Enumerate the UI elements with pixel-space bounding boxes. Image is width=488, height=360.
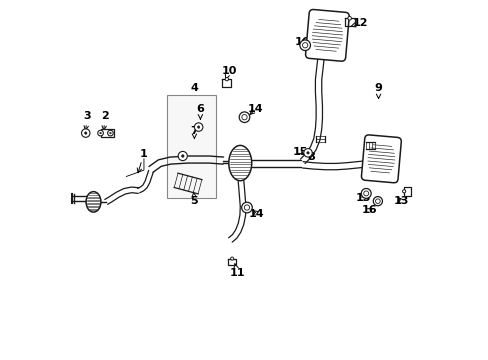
Circle shape: [241, 202, 252, 213]
Circle shape: [178, 152, 187, 161]
Circle shape: [81, 129, 90, 137]
Text: 16: 16: [294, 37, 310, 48]
Circle shape: [375, 199, 379, 203]
Text: 10: 10: [221, 66, 236, 80]
Text: 14: 14: [248, 208, 264, 219]
Text: 14: 14: [247, 104, 263, 114]
Circle shape: [239, 112, 249, 122]
Circle shape: [225, 77, 228, 81]
Ellipse shape: [86, 192, 101, 212]
Text: 13: 13: [393, 196, 408, 206]
Text: 15: 15: [292, 147, 307, 157]
Text: 9: 9: [374, 83, 382, 99]
Text: 3: 3: [83, 112, 91, 130]
Circle shape: [303, 149, 312, 157]
Circle shape: [302, 42, 307, 48]
Circle shape: [107, 130, 113, 136]
Circle shape: [194, 123, 203, 131]
Circle shape: [242, 114, 246, 120]
Circle shape: [109, 132, 111, 134]
Text: 15: 15: [355, 193, 371, 203]
Circle shape: [197, 126, 200, 129]
FancyBboxPatch shape: [361, 135, 401, 183]
Text: 7: 7: [190, 126, 198, 139]
Ellipse shape: [228, 145, 251, 181]
Text: 1: 1: [137, 149, 147, 173]
Circle shape: [100, 132, 101, 134]
Bar: [166, 95, 215, 198]
Circle shape: [84, 132, 87, 134]
Circle shape: [244, 205, 249, 210]
Circle shape: [402, 190, 405, 193]
Circle shape: [306, 152, 308, 154]
Circle shape: [230, 257, 233, 260]
Text: 4: 4: [190, 83, 198, 93]
Text: 5: 5: [190, 192, 198, 206]
Circle shape: [181, 155, 184, 157]
Text: 8: 8: [307, 152, 315, 162]
Circle shape: [372, 197, 382, 206]
Text: 16: 16: [361, 205, 377, 215]
Circle shape: [98, 130, 103, 136]
FancyBboxPatch shape: [305, 9, 348, 61]
Text: 12: 12: [350, 18, 368, 28]
Circle shape: [363, 191, 368, 196]
Circle shape: [299, 40, 310, 50]
Text: 11: 11: [229, 264, 244, 279]
Text: 2: 2: [101, 112, 109, 130]
Circle shape: [361, 189, 370, 198]
Bar: [101, 129, 114, 137]
Text: 6: 6: [196, 104, 204, 119]
Circle shape: [347, 17, 351, 20]
